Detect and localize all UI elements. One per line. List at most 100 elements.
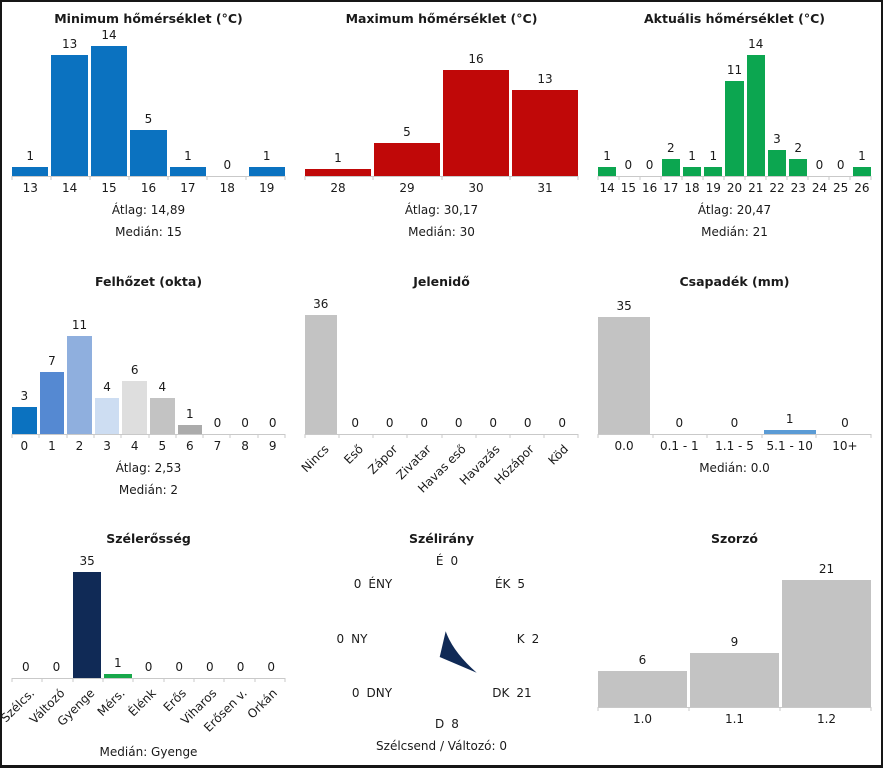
axis-tick xyxy=(660,176,662,180)
x-tick-label: 20 xyxy=(726,181,743,195)
chart-title: Csapadék (mm) xyxy=(679,274,790,289)
bar-slot: 0 xyxy=(227,552,255,678)
bar-value: 0 xyxy=(624,158,633,172)
bar-value: 1 xyxy=(785,412,794,426)
bar-value: 13 xyxy=(61,37,78,51)
x-tick-label: 31 xyxy=(537,181,553,195)
stat-calm-variable: Szélcsend / Változó: 0 xyxy=(376,739,507,753)
bar xyxy=(39,372,65,434)
x-tick-label: 5.1 - 10 xyxy=(766,439,813,453)
chart-title: Aktuális hőmérséklet (°C) xyxy=(644,11,825,26)
axis-tick xyxy=(618,176,620,180)
bar-slot: 1 xyxy=(104,552,132,678)
axis-tick xyxy=(744,176,746,180)
x-tick-label: 15 xyxy=(620,181,636,195)
axis-tick xyxy=(639,176,641,180)
panel-min-temperature: Minimum hőmérséklet (°C) 1 13 14 5 1 0 1 13 14 1… xyxy=(2,2,295,257)
bar-slot: 0 xyxy=(708,297,760,434)
axis-tick xyxy=(245,176,247,180)
x-tick-label: 5 xyxy=(158,439,167,453)
bar-value: 0 xyxy=(841,416,849,430)
axis-tick xyxy=(807,176,809,180)
bar-slot: 2 xyxy=(661,28,680,176)
x-tick-label: 19 xyxy=(259,181,275,195)
bar-value: 0 xyxy=(52,660,61,674)
bar-slot: 0 xyxy=(12,552,40,678)
stat-median: Medián: 21 xyxy=(701,225,768,239)
plot-area: 1 0 0 2 1 1 11 14 3 2 0 0 1 xyxy=(597,28,872,180)
direction-label: NY xyxy=(351,632,368,646)
axis-tick xyxy=(148,434,149,438)
bar-slot: 0 xyxy=(205,316,230,434)
x-tick-label: 13 xyxy=(22,181,38,195)
axis-tick xyxy=(50,176,52,180)
bar-slot: 0 xyxy=(810,28,828,176)
axis-tick xyxy=(509,176,511,180)
axis-tick xyxy=(284,678,286,682)
bar-slot: 1 xyxy=(682,28,702,176)
bar-value: 0 xyxy=(236,660,245,674)
bar xyxy=(305,169,371,176)
bar xyxy=(782,580,871,707)
compass-label-w: 0 NY xyxy=(337,632,368,646)
bar-slot: 3 xyxy=(767,28,787,176)
bar-slot: 13 xyxy=(512,28,578,176)
bar xyxy=(704,167,723,176)
bar-value: 0 xyxy=(385,416,394,430)
bar-value: 3 xyxy=(20,389,29,403)
axis-tick xyxy=(72,678,74,682)
axis-tick xyxy=(577,176,579,180)
axis-tick xyxy=(706,434,708,438)
plot-area: 6 9 21 xyxy=(597,560,872,711)
direction-value: 8 xyxy=(451,717,459,731)
x-tick-label: 0.1 - 1 xyxy=(659,439,699,453)
axis-tick xyxy=(372,434,374,438)
x-tick-label: 22 xyxy=(769,181,785,195)
x-tick-label: 25 xyxy=(833,181,849,195)
axis-tick xyxy=(577,434,579,438)
bar-value: 14 xyxy=(748,37,764,51)
bar-slot: 35 xyxy=(598,297,651,434)
x-tick-label: 8 xyxy=(241,439,249,453)
bar-value: 36 xyxy=(313,297,329,311)
bar-value: 35 xyxy=(616,299,632,313)
bar xyxy=(512,90,578,176)
chart-title: Maximum hőmérséklet (°C) xyxy=(345,11,538,26)
bar-value: 0 xyxy=(489,416,498,430)
chart-title: Szorzó xyxy=(711,531,758,546)
axis-tick xyxy=(441,176,442,180)
bar xyxy=(104,674,132,678)
bar-value: 14 xyxy=(101,28,117,42)
axis-tick xyxy=(597,176,599,180)
compass-label-ne: ÉK 5 xyxy=(495,577,525,591)
bar xyxy=(248,167,285,176)
axis-tick xyxy=(120,434,122,438)
axis-tick xyxy=(128,176,130,180)
stat-median: Medián: 30 xyxy=(408,225,475,239)
bar-value: 9 xyxy=(730,635,739,649)
x-tick-label: 1 xyxy=(48,439,56,453)
x-tick-label: 15 xyxy=(101,181,117,195)
bar-value: 0 xyxy=(836,158,845,172)
bar-slot: 0 xyxy=(196,552,224,678)
bar-slot: 1 xyxy=(305,28,371,176)
bar-value: 35 xyxy=(79,554,95,568)
bar-value: 0 xyxy=(730,416,739,430)
bar-value: 0 xyxy=(420,416,429,430)
stat-mean: Átlag: 20,47 xyxy=(697,203,772,217)
bar xyxy=(374,143,440,176)
x-tick-label: 0.0 xyxy=(614,439,634,453)
axis-tick xyxy=(93,434,95,438)
x-tick-label: 0 xyxy=(20,439,29,453)
bar-value: 4 xyxy=(158,380,167,394)
axis-tick xyxy=(193,678,195,682)
direction-label: D xyxy=(435,717,445,731)
bar xyxy=(177,425,203,434)
axis-tick xyxy=(870,707,872,711)
bar-value: 0 xyxy=(454,416,463,430)
axis-tick xyxy=(441,434,442,438)
bar-value: 0 xyxy=(213,416,222,430)
bar-slot: 11 xyxy=(725,28,744,176)
bar-value: 0 xyxy=(523,416,532,430)
